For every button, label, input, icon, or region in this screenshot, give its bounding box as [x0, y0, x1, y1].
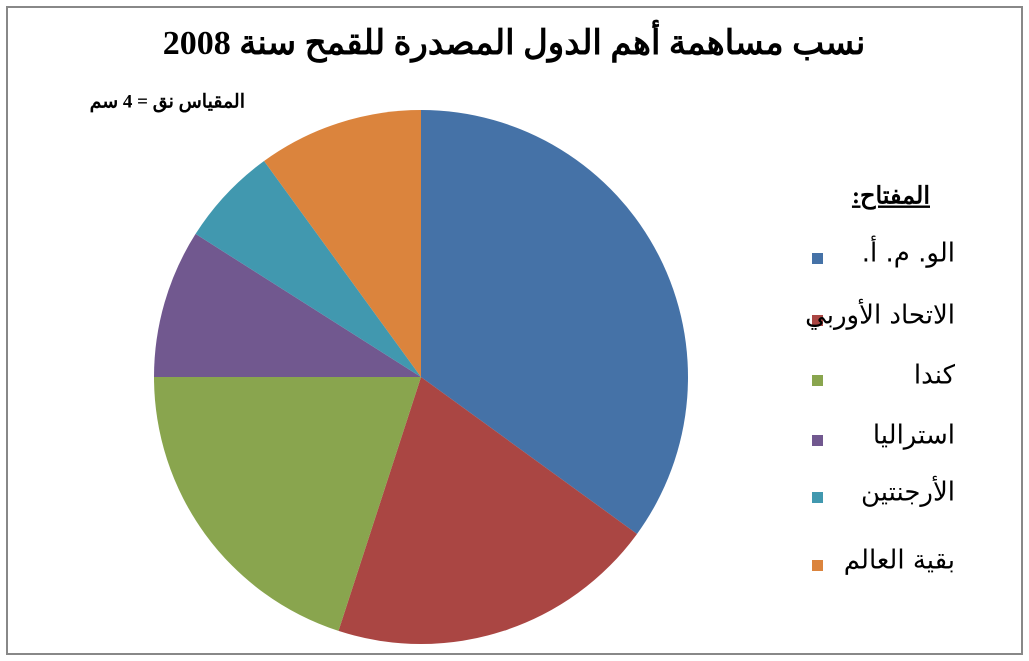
pie-slice — [421, 110, 688, 534]
legend-label: كندا — [914, 361, 956, 391]
legend-label: بقية العالم — [844, 546, 955, 576]
pie-slice — [338, 377, 638, 644]
chart-subtitle: المقياس نق = 4 سم — [90, 91, 245, 112]
legend-marker — [812, 560, 823, 571]
legend-marker — [812, 492, 823, 503]
pie-slice — [154, 377, 421, 631]
legend-label: الو. م. أ. — [862, 235, 955, 269]
pie-slice — [264, 110, 421, 377]
legend-marker — [812, 253, 823, 264]
legend-label: الاتحاد الأوربي — [805, 298, 955, 331]
legend-marker — [812, 375, 823, 386]
legend-marker — [812, 315, 823, 326]
legend-title: المفتاح: — [852, 184, 930, 211]
legend-marker — [812, 435, 823, 446]
chart-title: نسب مساهمة أهم الدول المصدرة للقمح سنة 2… — [163, 20, 866, 63]
pie-slice — [154, 233, 421, 377]
legend-label: استراليا — [873, 421, 955, 451]
legend-label: الأرجنتين — [861, 475, 955, 508]
pie-slice — [195, 160, 421, 377]
